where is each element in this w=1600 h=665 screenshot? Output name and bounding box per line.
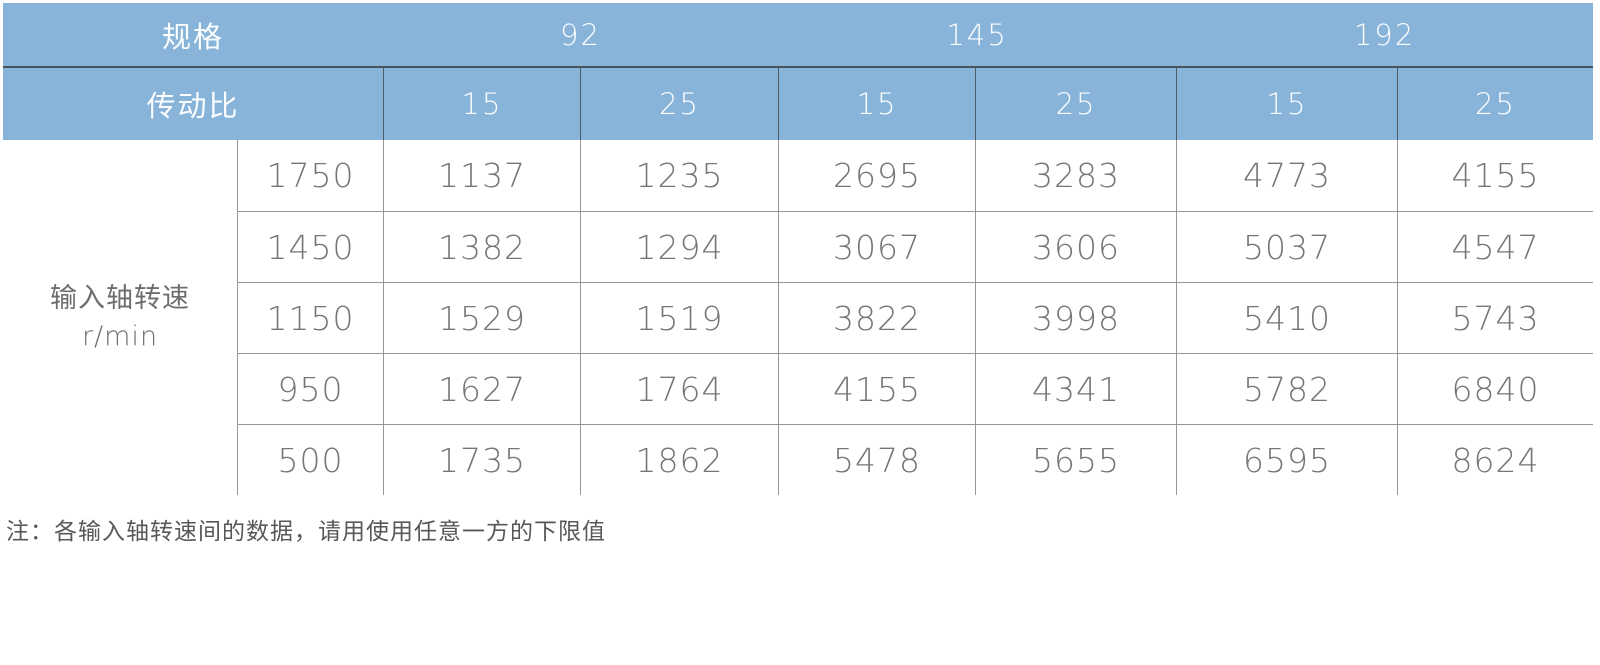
ratio-header-cell: 15 xyxy=(383,68,580,140)
value-cell: 1294 xyxy=(580,211,778,282)
value-cell: 1529 xyxy=(383,282,580,353)
value-cell: 1235 xyxy=(580,140,778,211)
value-cell: 1519 xyxy=(580,282,778,353)
value-cell: 4547 xyxy=(1397,211,1593,282)
row-header-line2: r/min xyxy=(81,320,159,352)
value-cell: 4773 xyxy=(1176,140,1397,211)
ratio-header-cell: 25 xyxy=(1396,68,1593,140)
value-cell: 5743 xyxy=(1397,282,1593,353)
spec-header-cell: 92 xyxy=(560,17,601,52)
value-cell: 3283 xyxy=(975,140,1176,211)
footnote: 注：各输入轴转速间的数据，请用使用任意一方的下限值 xyxy=(6,519,606,545)
value-cell: 1735 xyxy=(383,424,580,495)
value-cell: 4341 xyxy=(975,353,1176,424)
ratio-header-cell: 25 xyxy=(975,68,1176,140)
spec-header-cell: 145 xyxy=(946,17,1008,52)
value-cell: 4155 xyxy=(778,353,975,424)
value-cell: 3822 xyxy=(778,282,975,353)
spec-row-label: 规格 xyxy=(161,19,224,54)
value-cell: 3998 xyxy=(975,282,1176,353)
row-header-line1: 输入轴转速 xyxy=(50,282,190,314)
spec-row: 规格 92 145 192 xyxy=(3,3,1593,66)
speed-cell: 1150 xyxy=(237,282,383,353)
ratio-row-label: 传动比 xyxy=(146,89,240,123)
value-cell: 1764 xyxy=(580,353,778,424)
ratio-header-cell: 15 xyxy=(778,68,975,140)
value-cell: 3067 xyxy=(778,211,975,282)
speed-cell: 500 xyxy=(237,424,383,495)
value-cell: 1137 xyxy=(383,140,580,211)
value-cell: 4155 xyxy=(1397,140,1593,211)
value-cell: 2695 xyxy=(778,140,975,211)
value-cell: 3606 xyxy=(975,211,1176,282)
value-cell: 6595 xyxy=(1176,424,1397,495)
table-header: 规格 92 145 192 传动比 15 25 15 25 15 25 xyxy=(3,3,1593,140)
speed-cell: 950 xyxy=(237,353,383,424)
value-cell: 5655 xyxy=(975,424,1176,495)
speed-cell: 1750 xyxy=(237,140,383,211)
value-cell: 5410 xyxy=(1176,282,1397,353)
value-cell: 6840 xyxy=(1397,353,1593,424)
value-cell: 1862 xyxy=(580,424,778,495)
data-grid: 输入轴转速 r/min 1750 1137 1235 2695 3283 4773 4155… xyxy=(3,140,1593,495)
spec-header-cell: 192 xyxy=(1353,17,1416,52)
ratio-header-cell: 15 xyxy=(1176,68,1397,140)
ratio-header-cell: 25 xyxy=(580,68,778,140)
value-cell: 1382 xyxy=(383,211,580,282)
value-cell: 8624 xyxy=(1397,424,1593,495)
value-cell: 5782 xyxy=(1176,353,1397,424)
value-cell: 1627 xyxy=(383,353,580,424)
row-header-cell: 输入轴转速 r/min xyxy=(3,140,237,495)
ratio-row: 传动比 15 25 15 25 15 25 xyxy=(3,66,1593,140)
value-cell: 5037 xyxy=(1176,211,1397,282)
speed-cell: 1450 xyxy=(237,211,383,282)
value-cell: 5478 xyxy=(778,424,975,495)
